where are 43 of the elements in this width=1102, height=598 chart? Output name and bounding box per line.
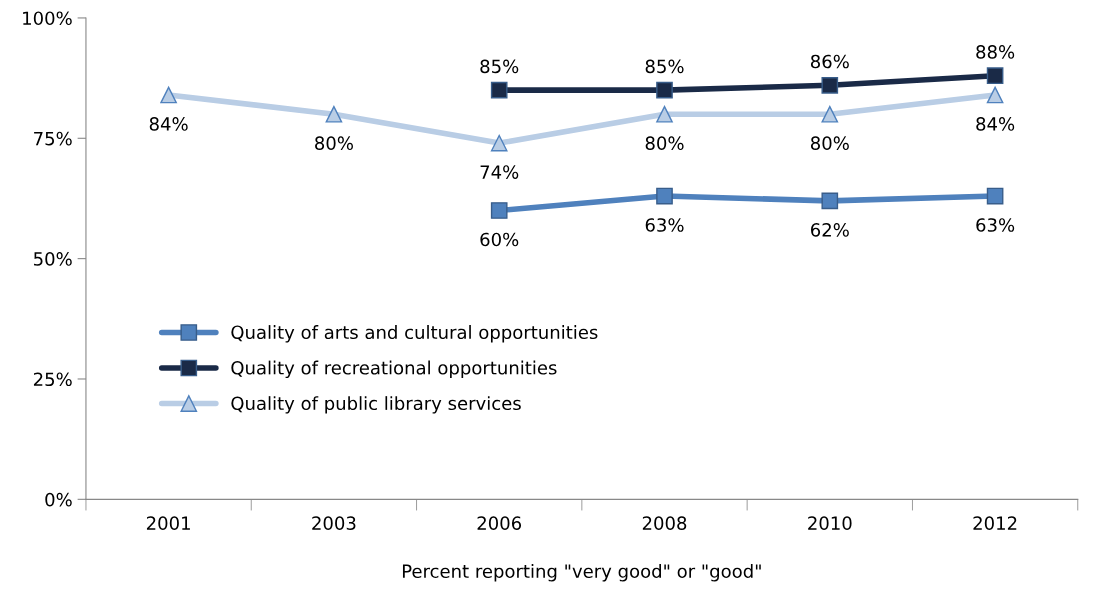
point bbox=[986, 187, 1004, 205]
legend-label: Quality of recreational opportunities bbox=[231, 360, 557, 379]
point bbox=[821, 77, 839, 94]
x-tick-label: 2008 bbox=[642, 516, 687, 530]
legend-label: Quality of public library services bbox=[231, 396, 521, 414]
point bbox=[821, 192, 839, 210]
x-tick-label: 2012 bbox=[973, 516, 1017, 530]
point bbox=[656, 105, 673, 123]
data-label: 84% bbox=[149, 117, 188, 131]
x-tick-label: 2003 bbox=[312, 516, 356, 530]
point bbox=[821, 105, 839, 123]
data-label: 85% bbox=[480, 59, 519, 74]
legend-label: Quality of arts and cultural opportunities bbox=[231, 325, 598, 343]
data-label: 85% bbox=[645, 59, 684, 74]
y-tick-label: 100% bbox=[23, 11, 72, 26]
data-label: 80% bbox=[645, 136, 684, 151]
y-tick-label: 75% bbox=[34, 131, 72, 146]
point bbox=[490, 81, 508, 99]
x-tick-label: 2010 bbox=[808, 516, 852, 530]
point bbox=[986, 86, 1004, 104]
data-label: 63% bbox=[645, 218, 684, 232]
x-tick-label: 2001 bbox=[146, 516, 190, 530]
y-tick-label: 25% bbox=[33, 372, 72, 387]
point bbox=[656, 81, 673, 99]
data-label: 80% bbox=[810, 136, 849, 151]
point bbox=[325, 105, 343, 123]
data-label: 88% bbox=[976, 45, 1015, 59]
point bbox=[656, 187, 673, 205]
data-label: 63% bbox=[976, 218, 1015, 232]
point bbox=[986, 67, 1004, 85]
y-tick-label: 0% bbox=[45, 492, 72, 507]
data-label: 74% bbox=[480, 165, 519, 179]
data-label: 86% bbox=[810, 54, 849, 69]
data-label: 62% bbox=[811, 223, 849, 237]
data-label: 60% bbox=[480, 232, 519, 247]
point bbox=[490, 134, 508, 152]
data-label: 84% bbox=[976, 117, 1015, 131]
point bbox=[490, 202, 508, 219]
x-axis-title: Percent reporting "very good" or "good" bbox=[402, 564, 761, 582]
y-tick-label: 50% bbox=[34, 252, 72, 266]
point bbox=[160, 86, 177, 104]
data-label: 80% bbox=[315, 136, 353, 151]
x-tick-label: 2006 bbox=[477, 516, 522, 530]
